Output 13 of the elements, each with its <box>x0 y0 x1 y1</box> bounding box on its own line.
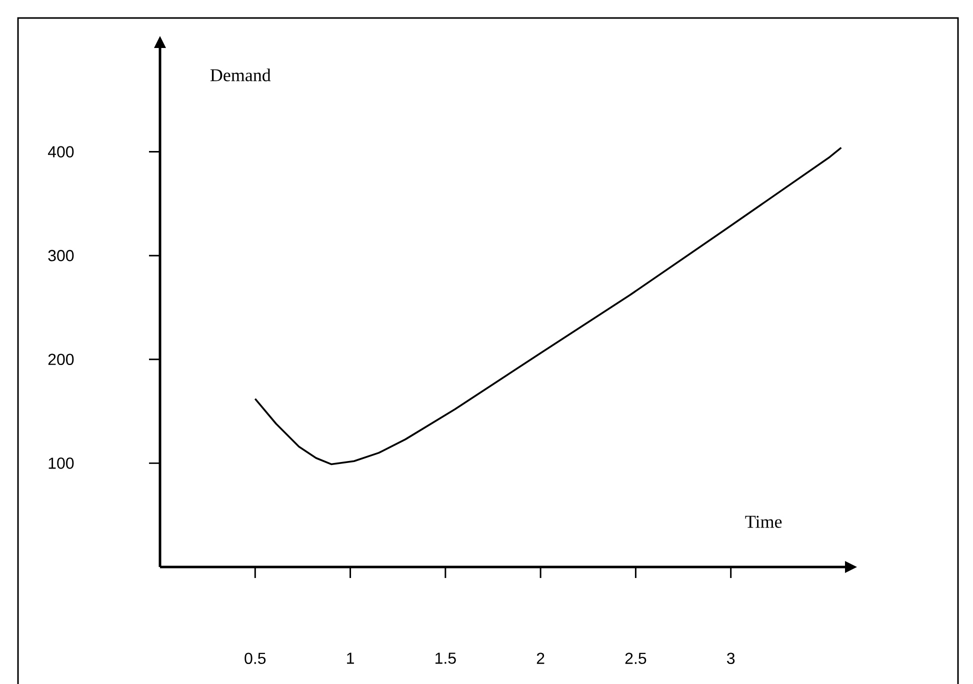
x-axis-title: Time <box>745 516 782 528</box>
x-tick-label: 2.5 <box>625 652 646 664</box>
line-series <box>254 146 842 466</box>
y-tick-label: 300 <box>48 250 74 262</box>
x-tick-label: 3 <box>726 652 735 664</box>
y-axis-title: Demand <box>210 68 271 82</box>
x-tick-label: 1.5 <box>436 652 456 664</box>
y-tick-label: 200 <box>48 354 74 366</box>
y-tick-label: 100 <box>48 458 74 469</box>
x-tick-label: 2 <box>536 652 544 664</box>
x-tick-label: 0.5 <box>244 652 266 664</box>
x-tick-label: 1 <box>347 652 354 664</box>
y-tick-label: 400 <box>48 146 74 158</box>
